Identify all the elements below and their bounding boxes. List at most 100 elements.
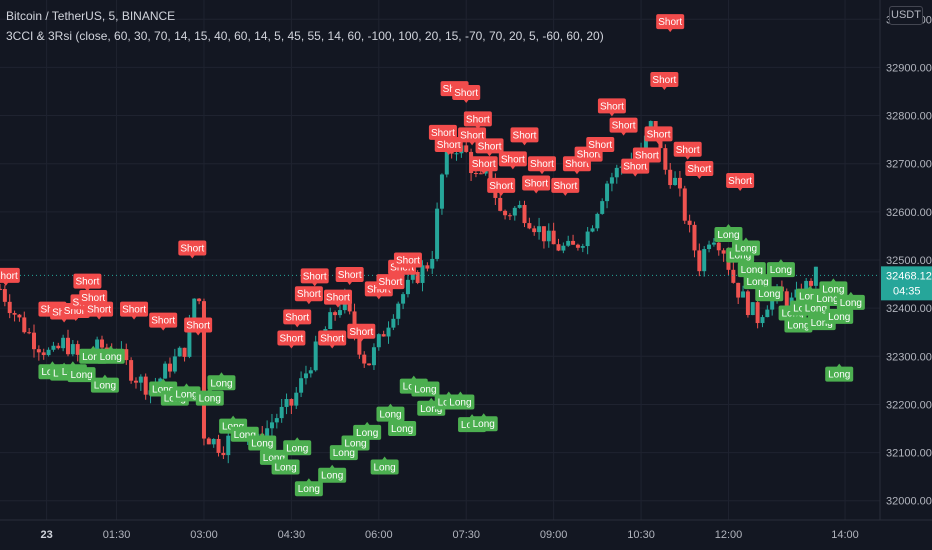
candle-body [707,244,712,250]
short-signal-label: Short [597,98,626,117]
signal-box [277,330,306,346]
signal-box [207,375,236,391]
candle-body [328,312,333,330]
candle-body [371,347,376,366]
signal-text: Long [210,378,232,389]
signal-box [510,127,539,143]
short-signal-label: Short [673,141,702,160]
long-signal-label: Long [469,413,498,432]
candle-body [201,301,206,439]
signal-text: Long [274,463,296,474]
candle-body [449,151,454,154]
candle-body [537,226,542,233]
short-signal-label: Short [335,266,364,285]
candle-body [367,363,372,366]
signal-text: Long [828,312,850,323]
short-signal-label: Short [283,309,312,328]
signal-box [300,268,329,284]
signal-box [755,286,784,302]
long-signal-label: Long [207,372,236,391]
candle-body [473,173,478,175]
short-signal-label: Short [551,177,580,196]
price-tick-label: 32600.00 [886,207,932,219]
signal-text: Long [379,410,401,421]
signal-text: Long [414,385,436,396]
candle-body [274,418,279,423]
candle-body [454,153,459,155]
candle-body [697,250,702,272]
candle-body [313,341,318,371]
signal-box [0,267,20,283]
short-signal-label: Short [656,14,685,33]
signal-box [714,226,743,242]
currency-button[interactable]: USDT [889,6,923,25]
short-signal-label: Short [184,317,213,336]
candle-body [294,392,299,406]
signal-box [632,147,661,163]
short-signal-label: Short [522,175,551,194]
signal-text: Long [420,404,442,415]
candle-body [192,298,197,323]
candle-body [522,205,527,224]
signal-box [318,330,347,346]
candle-body [731,269,736,283]
candle-body [750,302,755,316]
signal-box [609,117,638,133]
signal-box [353,424,382,440]
signal-text: Long [770,265,792,276]
signal-text: Long [816,294,838,305]
candle-body [0,288,2,290]
candle-body [575,244,580,248]
signal-text: Short [466,114,490,125]
signal-box [487,177,516,193]
candle-body [357,335,362,355]
signal-text: Long [840,298,862,309]
signal-box [586,136,615,152]
long-signal-label: Long [370,456,399,475]
signal-text: Short [612,121,636,132]
long-signal-label: Long [836,291,865,310]
price-tick-label: 32400.00 [886,303,932,315]
signal-box [195,390,224,406]
signal-box [283,440,312,456]
signal-text: Short [285,312,309,323]
signal-text: Short [489,181,513,192]
candle-body [99,339,104,348]
candle-body [677,177,682,189]
candle-body [138,376,143,383]
signal-text: Long [805,304,827,315]
signal-text: Short [728,176,752,187]
candle-body [362,354,367,364]
signal-text: Short [75,277,99,288]
symbol-title[interactable]: Bitcoin / TetherUS, 5, BINANCE [6,9,176,23]
short-signal-label: Short [318,330,347,349]
signal-box [67,367,96,383]
candle-body [503,210,508,216]
candle-body [425,265,430,269]
candle-body [17,314,22,318]
candle-body [605,183,610,202]
signal-text: Long [152,385,174,396]
long-signal-label: Long [353,421,382,440]
signal-text: Long [391,424,413,435]
short-signal-label: Short [469,156,498,175]
long-signal-label: Long [388,418,417,437]
candle-body [614,167,619,178]
signal-text: Short [460,130,484,141]
candle-body [430,258,435,269]
candle-body [386,327,391,337]
indicator-legend[interactable]: 3CCI & 3Rsi (close, 60, 30, 70, 14, 15, … [6,29,604,43]
signal-text: Short [647,129,671,140]
candle-body [532,228,537,233]
long-signal-label: Long [784,314,813,333]
short-signal-label: Short [586,136,615,155]
price-tick-label: 32500.00 [886,255,932,267]
candle-body [541,226,546,242]
signal-text: Long [199,394,221,405]
price-tag-countdown: 04:35 [893,285,921,297]
short-signal-label: Short [632,147,661,166]
candle-body [745,291,750,316]
signal-text: Long [746,277,768,288]
candle-body [716,242,721,251]
